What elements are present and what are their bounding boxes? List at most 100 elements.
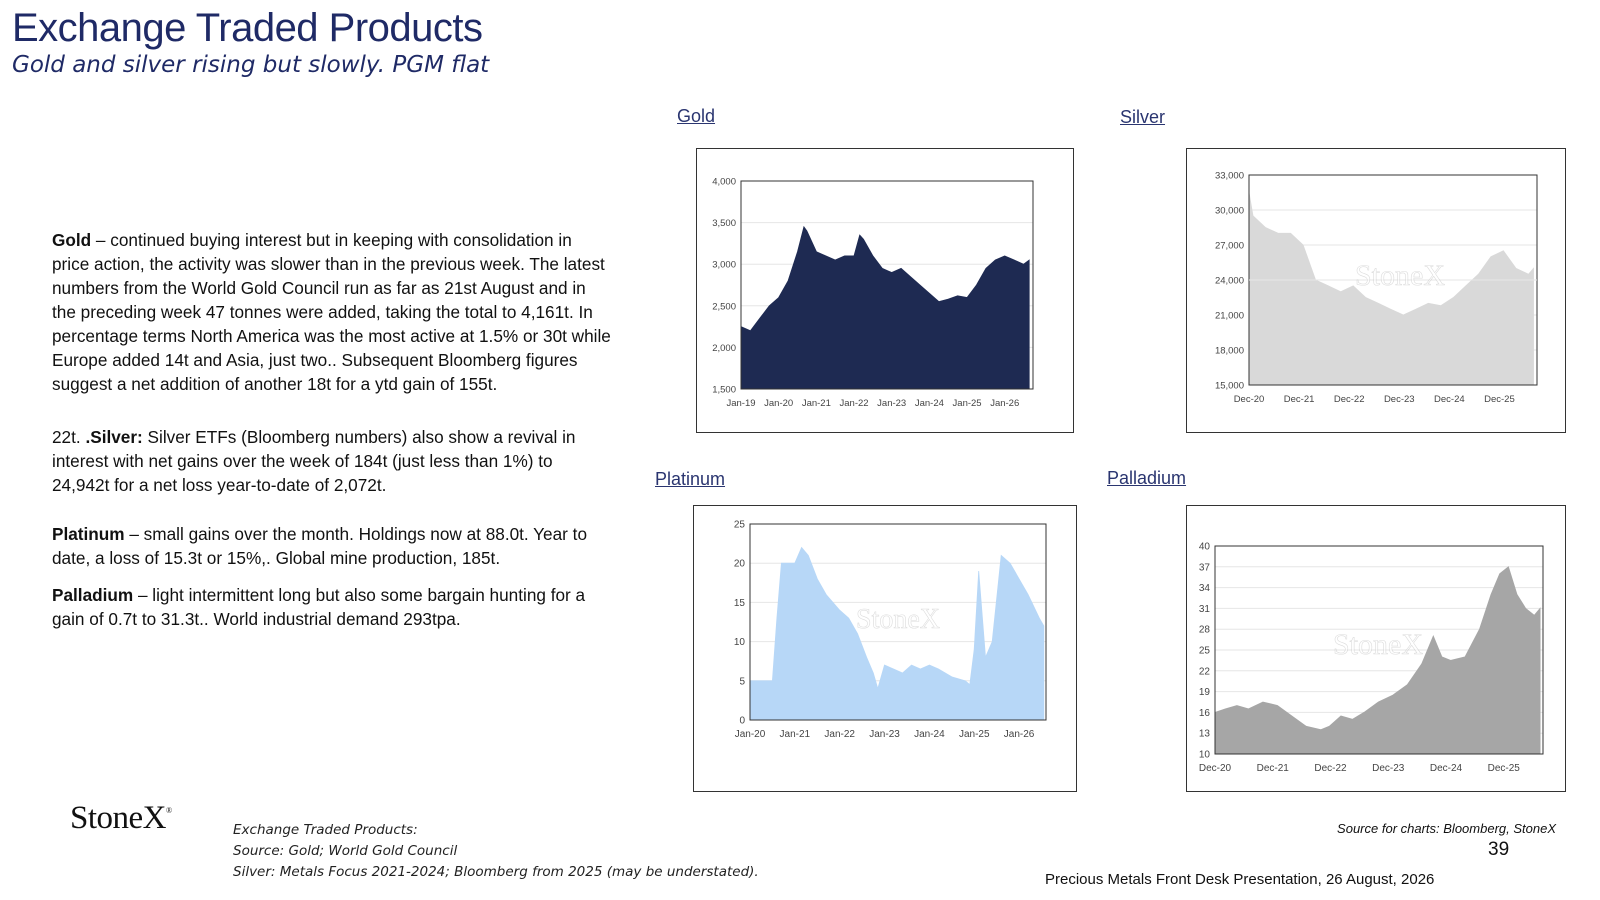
silver-chart-label: Silver xyxy=(1120,107,1166,127)
silver-y-tick-label: 24,000 xyxy=(1215,276,1244,287)
silver-heading: .Silver: xyxy=(85,427,143,447)
platinum-y-tick-label: 20 xyxy=(734,559,746,570)
platinum-chart-svg: 0 5 10 15 20 25 Jan-20 Jan-21 Jan-22 Jan-23 Jan-24… xyxy=(734,520,1047,740)
palladium-y-tick-label: 25 xyxy=(1199,646,1211,657)
gold-area-series xyxy=(740,225,1030,390)
palladium-y-tick-label: 10 xyxy=(1199,750,1211,761)
gold-chart: 1,500 2,000 2,500 3,000 3,500 4,000 Jan-19 Jan-… xyxy=(696,148,1074,433)
platinum-plot-frame xyxy=(749,523,1047,721)
palladium-watermark: StoneX xyxy=(1333,628,1423,661)
platinum-chart: 0 5 10 15 20 25 Jan-20 Jan-21 Jan-22 Jan-23 Jan-24… xyxy=(693,505,1077,792)
palladium-x-tick-label: Dec-21 xyxy=(1257,763,1290,774)
page-subtitle: Gold and silver rising but slowly. PGM f… xyxy=(12,52,490,78)
stonex-logo: StoneX® xyxy=(70,800,172,837)
palladium-y-tick-label: 34 xyxy=(1199,583,1211,594)
silver-text: Silver ETFs (Bloomberg numbers) also sho… xyxy=(52,427,576,495)
silver-area-series xyxy=(1248,192,1534,386)
gold-x-tick-label: Jan-22 xyxy=(840,398,869,409)
presentation-footer: Precious Metals Front Desk Presentation,… xyxy=(1045,871,1435,888)
gold-plot-frame xyxy=(740,180,1034,390)
gold-y-tick-label: 1,500 xyxy=(712,385,736,396)
palladium-y-tick-label: 22 xyxy=(1199,666,1211,677)
gold-y-tick-label: 4,000 xyxy=(712,177,736,188)
silver-x-tick-label: Dec-22 xyxy=(1334,394,1365,405)
gold-x-tick-label: Jan-24 xyxy=(915,398,944,409)
footnote-line-1: Exchange Traded Products: xyxy=(233,822,418,838)
palladium-commentary: Palladium – light intermittent long but … xyxy=(52,583,612,631)
silver-y-tick-label: 27,000 xyxy=(1215,241,1244,252)
gold-x-tick-label: Jan-25 xyxy=(953,398,982,409)
palladium-y-tick-label: 40 xyxy=(1199,542,1211,553)
gold-heading: Gold xyxy=(52,230,92,250)
palladium-text: – light intermittent long but also some … xyxy=(52,585,586,629)
platinum-commentary: Platinum – small gains over the month. H… xyxy=(52,522,612,570)
silver-x-tick-label: Dec-21 xyxy=(1284,394,1315,405)
platinum-x-tick-label: Jan-20 xyxy=(735,729,766,740)
silver-chart: 15,000 18,000 21,000 27,000 30,000 33,000 24,0… xyxy=(1186,148,1566,433)
gold-x-tick-label: Jan-26 xyxy=(990,398,1019,409)
platinum-x-tick-label: Jan-22 xyxy=(824,729,855,740)
palladium-x-tick-label: Dec-25 xyxy=(1488,763,1521,774)
gold-y-tick-label: 3,500 xyxy=(712,218,736,229)
palladium-area-series xyxy=(1214,566,1541,755)
palladium-x-tick-label: Dec-23 xyxy=(1372,763,1405,774)
gold-chart-svg: 1,500 2,000 2,500 3,000 3,500 4,000 Jan-19 Jan-… xyxy=(712,177,1034,409)
silver-y-tick-label: 15,000 xyxy=(1215,381,1244,392)
gold-x-tick-label: Jan-23 xyxy=(877,398,906,409)
silver-x-tick-label: Dec-24 xyxy=(1434,394,1465,405)
palladium-x-tick-label: Dec-22 xyxy=(1314,763,1347,774)
platinum-x-tick-label: Jan-21 xyxy=(780,729,811,740)
silver-y-tick-label: 21,000 xyxy=(1215,311,1244,322)
silver-commentary: 22t. .Silver: Silver ETFs (Bloomberg num… xyxy=(52,425,612,497)
palladium-x-tick-label: Dec-24 xyxy=(1430,763,1463,774)
silver-prefix: 22t. xyxy=(52,427,86,447)
gold-y-tick-label: 3,000 xyxy=(712,260,736,271)
palladium-y-tick-label: 13 xyxy=(1199,729,1211,740)
gold-x-tick-label: Jan-19 xyxy=(726,398,755,409)
silver-watermark: StoneX xyxy=(1355,259,1445,292)
palladium-x-tick-label: Dec-20 xyxy=(1199,763,1232,774)
platinum-y-tick-label: 25 xyxy=(734,520,746,531)
chart-source-note: Source for charts: Bloomberg, StoneX xyxy=(1337,821,1556,836)
gold-x-tick-label: Jan-20 xyxy=(764,398,793,409)
palladium-chart: 10 13 16 19 22 25 28 31 34 37 40 Dec-20 Dec-21 Dec-22… xyxy=(1186,505,1566,792)
platinum-x-tick-label: Jan-26 xyxy=(1004,729,1035,740)
platinum-y-tick-label: 0 xyxy=(739,716,745,727)
platinum-watermark: StoneX xyxy=(856,604,940,635)
palladium-chart-svg: 10 13 16 19 22 25 28 31 34 37 40 Dec-20 Dec-21 Dec-22… xyxy=(1199,542,1544,774)
footnote-line-2: Source: Gold; World Gold Council xyxy=(233,843,458,859)
gold-y-tick-label: 2,000 xyxy=(712,343,736,354)
palladium-y-tick-label: 16 xyxy=(1199,708,1211,719)
silver-x-tick-label: Dec-20 xyxy=(1234,394,1265,405)
silver-y-tick-label: 30,000 xyxy=(1215,206,1244,217)
silver-y-tick-label: 18,000 xyxy=(1215,346,1244,357)
footnote-line-3: Silver: Metals Focus 2021-2024; Bloomber… xyxy=(233,864,759,880)
gold-commentary: Gold – continued buying interest but in … xyxy=(52,228,612,396)
stonex-logo-text: StoneX xyxy=(70,800,167,836)
palladium-plot-frame xyxy=(1214,545,1544,755)
platinum-heading: Platinum xyxy=(52,524,125,544)
palladium-y-tick-label: 19 xyxy=(1199,687,1211,698)
palladium-heading: Palladium xyxy=(52,585,134,605)
gold-text: – continued buying interest but in keepi… xyxy=(52,230,611,394)
gold-chart-label: Gold xyxy=(677,106,716,126)
platinum-text: – small gains over the month. Holdings n… xyxy=(52,524,588,568)
palladium-y-tick-label: 28 xyxy=(1199,625,1211,636)
gold-y-tick-label: 2,500 xyxy=(712,301,736,312)
gold-x-tick-label: Jan-21 xyxy=(802,398,831,409)
page-title: Exchange Traded Products xyxy=(12,6,483,50)
palladium-y-tick-label: 31 xyxy=(1199,604,1211,615)
platinum-x-tick-label: Jan-23 xyxy=(869,729,900,740)
silver-x-tick-label: Dec-25 xyxy=(1484,394,1515,405)
platinum-y-tick-label: 5 xyxy=(739,676,745,687)
silver-x-tick-label: Dec-23 xyxy=(1384,394,1415,405)
registered-mark-icon: ® xyxy=(166,806,172,815)
platinum-x-tick-label: Jan-25 xyxy=(959,729,990,740)
palladium-chart-label: Palladium xyxy=(1107,468,1187,488)
platinum-area-series xyxy=(749,546,1045,721)
palladium-y-tick-label: 37 xyxy=(1199,562,1211,573)
platinum-y-tick-label: 10 xyxy=(734,637,746,648)
platinum-x-tick-label: Jan-24 xyxy=(914,729,945,740)
silver-chart-svg: 15,000 18,000 21,000 27,000 30,000 33,000 24,0… xyxy=(1215,171,1538,405)
platinum-y-tick-label: 15 xyxy=(734,598,746,609)
